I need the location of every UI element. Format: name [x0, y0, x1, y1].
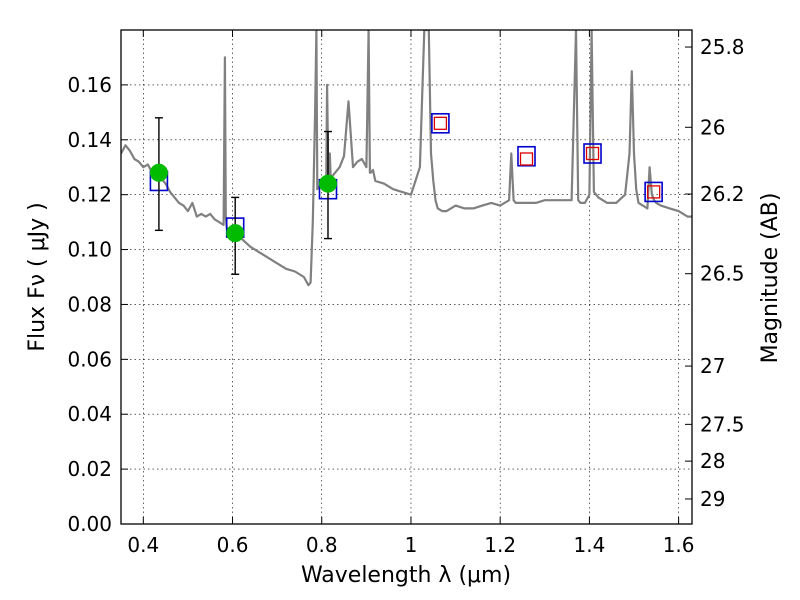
y2-tick-label: 27.5: [700, 412, 745, 436]
observed-photometry-point: [318, 174, 337, 193]
series-layer: [121, 30, 692, 287]
y-tick-label: 0.16: [67, 73, 112, 97]
y-tick-label: 0.06: [67, 347, 112, 371]
y-tick-label: 0.02: [67, 457, 112, 481]
x-tick-label: 1.2: [484, 533, 516, 557]
x-tick-label: 1.4: [573, 533, 605, 557]
y-tick-label: 0.08: [67, 292, 112, 316]
spectrum-line: [121, 30, 692, 287]
y-tick-label: 0.10: [67, 238, 112, 262]
observed-photometry-point: [226, 224, 245, 243]
model-photometry-square: [431, 113, 450, 134]
y-tick-label: 0.04: [67, 402, 112, 426]
observed-photometry-point: [149, 163, 168, 182]
y2-axis-label: Magnitude (AB): [758, 193, 783, 364]
x-tick-label: 0.4: [127, 533, 159, 557]
x-tick-label: 0.6: [217, 533, 249, 557]
y2-tick-label: 25.8: [700, 35, 745, 59]
y2-tick-label: 29: [700, 487, 725, 511]
predicted-photometry-square: [646, 185, 661, 199]
y2-tick-label: 26.5: [700, 262, 745, 286]
y-tick-label: 0.14: [67, 128, 112, 152]
y-tick-label: 0.00: [67, 512, 112, 536]
predicted-photometry-square: [585, 146, 600, 161]
predicted-photometry-square: [433, 116, 448, 130]
y-axis-label: Flux Fν ( μJy ): [25, 202, 50, 351]
model-photometry-square: [644, 181, 663, 203]
y-tick-label: 0.12: [67, 183, 112, 207]
x-tick-label: 0.8: [306, 533, 338, 557]
y2-tick-label: 26: [700, 115, 725, 139]
plot-frame: [120, 29, 693, 525]
y2-tick-label: 27: [700, 354, 725, 378]
axis-ticks: 0.4 0.6 0.8 1 1.2 1.4 1.6 0.00 0.02 0.04 0.06 0.08 0…: [67, 30, 745, 557]
y2-tick-label: 28: [700, 449, 725, 473]
x-tick-label: 1: [405, 533, 418, 557]
predicted-photometry-square: [519, 152, 534, 166]
x-tick-label: 1.6: [663, 533, 695, 557]
y2-tick-label: 26.2: [700, 182, 745, 206]
model-photometry-square: [583, 143, 602, 164]
x-axis-label: Wavelength λ (μm): [301, 563, 511, 588]
model-photometry-square: [517, 145, 536, 167]
